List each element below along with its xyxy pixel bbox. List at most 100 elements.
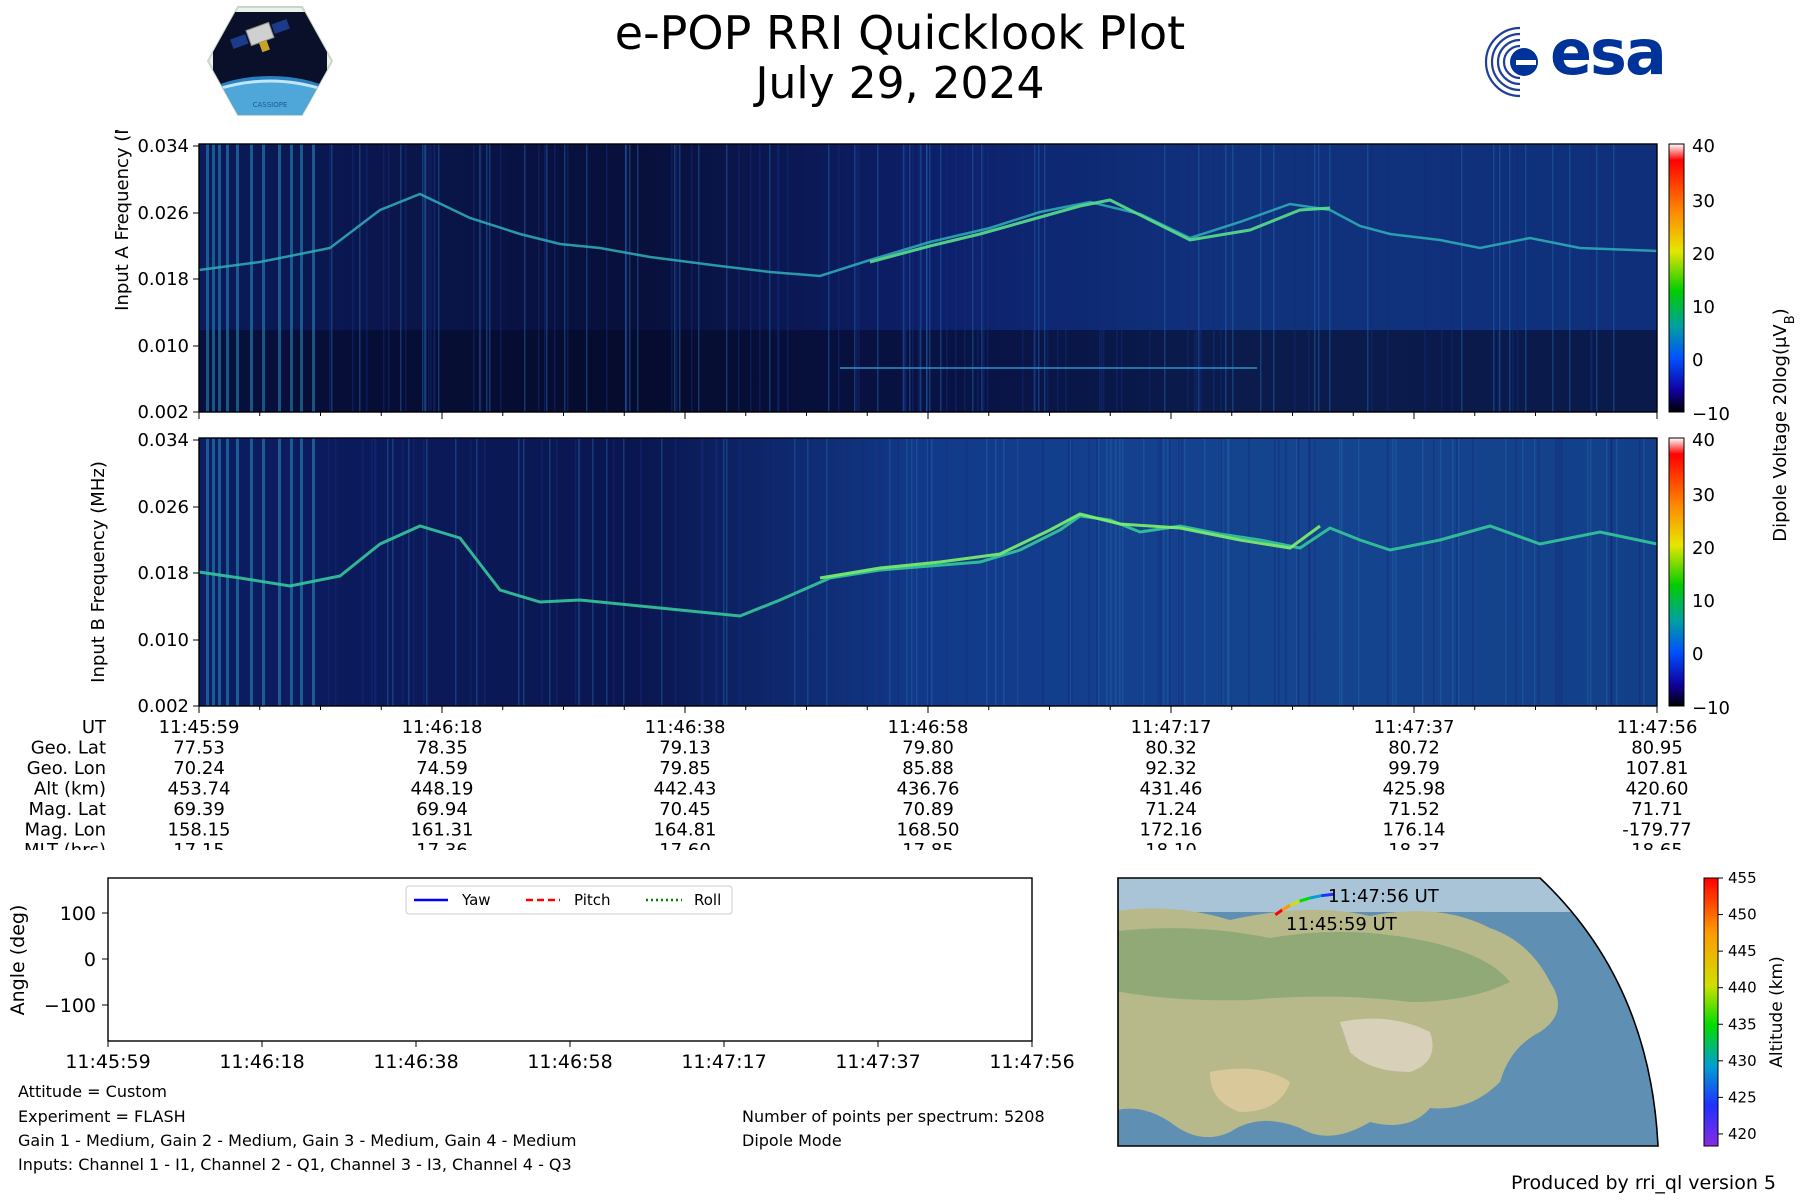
- panel-input-b: Input B Frequency (MHz) 0.034 0.026 0.01…: [88, 430, 1658, 717]
- streak: [1461, 144, 1463, 412]
- esa-swirl-icon: [1484, 26, 1558, 98]
- streak: [476, 438, 478, 706]
- attitude-ytick-0: 100: [60, 903, 96, 925]
- streak: [838, 144, 840, 412]
- streak: [392, 438, 394, 706]
- altitude-tick-label: 420: [1728, 1125, 1757, 1143]
- streak: [1115, 438, 1117, 706]
- streak: [726, 438, 728, 706]
- ephemeris-cell: 70.45: [659, 799, 711, 820]
- streak-strong: [250, 438, 253, 706]
- streak: [916, 438, 918, 706]
- ephemeris-cell: 78.35: [416, 738, 468, 759]
- spectrogram-b-bright-trace: [819, 512, 1321, 580]
- spectrogram-figure: Input A Frequency (MHz) 0.034 0.026 0.01…: [24, 89, 1798, 861]
- streak: [1228, 438, 1230, 706]
- streak: [1498, 144, 1500, 412]
- streak: [691, 144, 693, 412]
- streak: [1387, 144, 1389, 412]
- streak: [1098, 438, 1100, 706]
- streak: [1099, 144, 1101, 412]
- streak: [578, 438, 580, 706]
- streak: [1122, 438, 1124, 706]
- streak: [489, 144, 491, 412]
- streak: [1639, 438, 1641, 706]
- streak: [1611, 438, 1613, 706]
- streak: [878, 438, 880, 706]
- streak: [1163, 438, 1165, 706]
- streak: [1296, 438, 1298, 706]
- colorbar-b-tick-3: 10: [1692, 591, 1715, 612]
- streak: [675, 438, 677, 706]
- streak: [1308, 144, 1310, 412]
- streak: [1017, 438, 1019, 706]
- ephemeris-row-label: MLT (hrs): [24, 840, 106, 850]
- streak: [1422, 438, 1424, 706]
- colorbar-a-gradient: [1668, 143, 1685, 413]
- attitude-ylabel: Angle (deg): [7, 905, 29, 1016]
- streak: [1591, 144, 1593, 412]
- streak: [995, 438, 997, 706]
- ground-track-segment: [1299, 896, 1311, 903]
- streak: [1587, 438, 1589, 706]
- streak: [773, 438, 775, 706]
- streak: [408, 438, 410, 706]
- streak-strong: [300, 144, 303, 412]
- ephemeris-cell: 442.43: [654, 779, 717, 800]
- streak: [738, 438, 740, 706]
- ephemeris-cell: 79.80: [902, 738, 954, 759]
- streak: [750, 144, 752, 412]
- ephemeris-cell: 71.24: [1145, 799, 1197, 820]
- streak: [1149, 144, 1151, 412]
- streak: [473, 144, 475, 412]
- streak: [1220, 144, 1222, 412]
- streak: [1557, 438, 1559, 706]
- streak: [1499, 144, 1501, 412]
- streak-strong: [262, 144, 265, 412]
- footer-dipole-mode: Dipole Mode: [742, 1131, 842, 1150]
- streak: [1088, 438, 1090, 706]
- ephemeris-cell: 71.71: [1631, 799, 1683, 820]
- streak: [328, 438, 330, 706]
- streak: [1341, 438, 1343, 706]
- attitude-xtick-label: 11:47:56: [989, 1051, 1074, 1073]
- streak: [1314, 144, 1316, 412]
- streak: [919, 144, 921, 412]
- ground-track-segment: [1289, 899, 1301, 907]
- ephemeris-cell: 11:46:18: [402, 717, 483, 738]
- streak: [946, 144, 948, 412]
- ephemeris-cell: 161.31: [411, 820, 474, 841]
- streak: [1538, 438, 1540, 706]
- streak: [940, 144, 942, 412]
- streak: [897, 438, 899, 706]
- streak: [777, 144, 779, 412]
- streak: [383, 144, 385, 412]
- streak: [623, 438, 625, 706]
- streak-strong: [212, 144, 215, 412]
- streak: [352, 144, 354, 412]
- streak-strong: [290, 438, 293, 706]
- attitude-xtick-label: 11:45:59: [65, 1051, 150, 1073]
- colorbar-b-tick-1: 30: [1692, 485, 1715, 506]
- streak: [500, 144, 502, 412]
- streak: [1590, 144, 1592, 412]
- streak: [738, 144, 740, 412]
- streak: [702, 438, 704, 706]
- footer-inputs: Inputs: Channel 1 - I1, Channel 2 - Q1, …: [18, 1155, 572, 1174]
- streak: [1613, 144, 1615, 412]
- colorbar-a-tick-5: −10: [1692, 404, 1730, 425]
- streak: [579, 438, 581, 706]
- streak: [1596, 144, 1598, 412]
- ephemeris-cell: 17.15: [173, 840, 225, 850]
- streak: [1070, 438, 1072, 706]
- streak: [480, 144, 482, 412]
- streak: [564, 144, 566, 412]
- ephemeris-row-label: Alt (km): [34, 779, 106, 800]
- streak: [1441, 144, 1443, 412]
- ephemeris-cell: 92.32: [1145, 758, 1197, 779]
- streak: [1517, 144, 1519, 412]
- streak: [794, 438, 796, 706]
- streak: [1452, 438, 1454, 706]
- esa-logo-text: esa: [1550, 16, 1667, 89]
- ephemeris-cell: 420.60: [1626, 779, 1689, 800]
